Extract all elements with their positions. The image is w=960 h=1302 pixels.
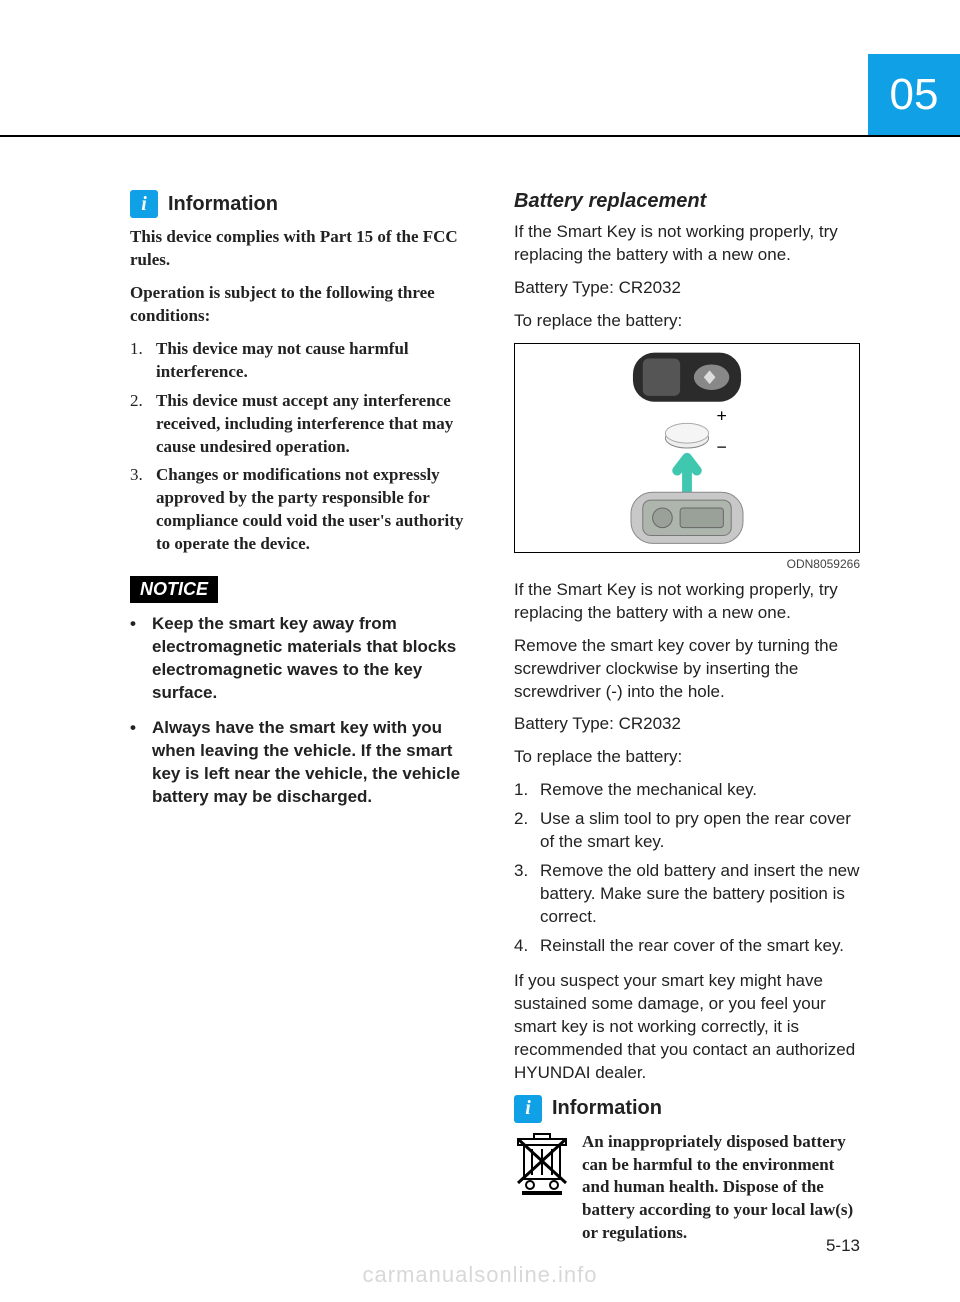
list-text: Always have the smart key with you when … — [152, 717, 476, 809]
fcc-conditions-intro: Operation is subject to the following th… — [130, 282, 476, 328]
section-title: Battery replacement — [514, 190, 860, 213]
list-item: 4. Reinstall the rear cover of the smart … — [514, 935, 860, 958]
svg-text:−: − — [716, 437, 726, 457]
svg-text:+: + — [716, 405, 726, 425]
dispose-text: An inappropriately disposed battery can … — [582, 1131, 860, 1246]
list-item: 2.This device must accept any interferen… — [130, 390, 476, 459]
dispose-row: An inappropriately disposed battery can … — [514, 1131, 860, 1256]
chapter-tab: 05 — [868, 54, 960, 136]
body-text: If the Smart Key is not working properly… — [514, 579, 860, 625]
no-trash-icon — [514, 1131, 570, 1202]
list-number: 1. — [130, 338, 148, 384]
bullet-icon: • — [130, 613, 140, 705]
battery-type: Battery Type: CR2032 — [514, 713, 860, 736]
fcc-intro: This device complies with Part 15 of the… — [130, 226, 476, 272]
notice-badge: NOTICE — [130, 576, 218, 603]
list-text: Use a slim tool to pry open the rear cov… — [540, 808, 860, 854]
list-item: 1. Remove the mechanical key. — [514, 779, 860, 802]
list-number: 3. — [514, 860, 532, 929]
list-number: 3. — [130, 464, 148, 556]
list-item: •Always have the smart key with you when… — [130, 717, 476, 809]
list-text: This device may not cause harmful interf… — [156, 338, 476, 384]
notice-list: •Keep the smart key away from electromag… — [130, 613, 476, 809]
info-icon: i — [514, 1095, 542, 1123]
list-item: 2.Use a slim tool to pry open the rear c… — [514, 808, 860, 854]
list-item: 1.This device may not cause harmful inte… — [130, 338, 476, 384]
list-item: 3.Remove the old battery and insert the … — [514, 860, 860, 929]
list-text: Changes or modifications not expressly a… — [156, 464, 476, 556]
list-text: Reinstall the rear cover of the smart ke… — [540, 935, 844, 958]
right-column: Battery replacement If the Smart Key is … — [514, 190, 860, 1255]
info-heading-right: i Information — [514, 1095, 860, 1123]
list-item: 3.Changes or modifications not expressly… — [130, 464, 476, 556]
smart-key-diagram-icon: + − — [515, 344, 859, 552]
list-text: This device must accept any interference… — [156, 390, 476, 459]
list-text: Keep the smart key away from electromagn… — [152, 613, 476, 705]
watermark: carmanualsonline.info — [0, 1262, 960, 1288]
battery-figure: + − — [514, 343, 860, 553]
body-text: If you suspect your smart key might have… — [514, 970, 860, 1085]
list-number: 2. — [130, 390, 148, 459]
list-text: Remove the mechanical key. — [540, 779, 757, 802]
info-title: Information — [168, 193, 278, 216]
body-text: Remove the smart key cover by turning th… — [514, 635, 860, 704]
page-number: 5-13 — [826, 1236, 860, 1256]
left-column: i Information This device complies with … — [130, 190, 476, 1255]
replace-steps: 1. Remove the mechanical key. 2.Use a sli… — [514, 779, 860, 958]
body-text: If the Smart Key is not working properly… — [514, 221, 860, 267]
figure-caption: ODN8059266 — [514, 557, 860, 571]
info-title: Information — [552, 1097, 662, 1120]
page-content: i Information This device complies with … — [130, 190, 860, 1255]
list-text: Remove the old battery and insert the ne… — [540, 860, 860, 929]
list-number: 1. — [514, 779, 532, 802]
list-number: 2. — [514, 808, 532, 854]
fcc-list: 1.This device may not cause harmful inte… — [130, 338, 476, 556]
info-icon: i — [130, 190, 158, 218]
list-number: 4. — [514, 935, 532, 958]
header-rule — [0, 135, 960, 137]
body-text: To replace the battery: — [514, 310, 860, 333]
bullet-icon: • — [130, 717, 140, 809]
body-text: To replace the battery: — [514, 746, 860, 769]
info-heading-left: i Information — [130, 190, 476, 218]
battery-type: Battery Type: CR2032 — [514, 277, 860, 300]
list-item: •Keep the smart key away from electromag… — [130, 613, 476, 705]
